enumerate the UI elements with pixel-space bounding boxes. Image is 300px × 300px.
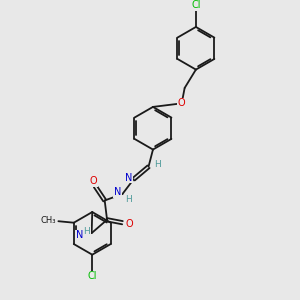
- Text: N: N: [114, 188, 121, 197]
- Text: N: N: [125, 173, 132, 183]
- Text: N: N: [76, 230, 83, 240]
- Text: H: H: [126, 195, 132, 204]
- Text: H: H: [83, 227, 90, 236]
- Text: CH₃: CH₃: [40, 216, 56, 225]
- Text: O: O: [178, 98, 185, 108]
- Text: H: H: [154, 160, 161, 169]
- Text: Cl: Cl: [191, 0, 201, 10]
- Text: Cl: Cl: [88, 271, 97, 281]
- Text: O: O: [90, 176, 98, 186]
- Text: O: O: [125, 219, 133, 229]
